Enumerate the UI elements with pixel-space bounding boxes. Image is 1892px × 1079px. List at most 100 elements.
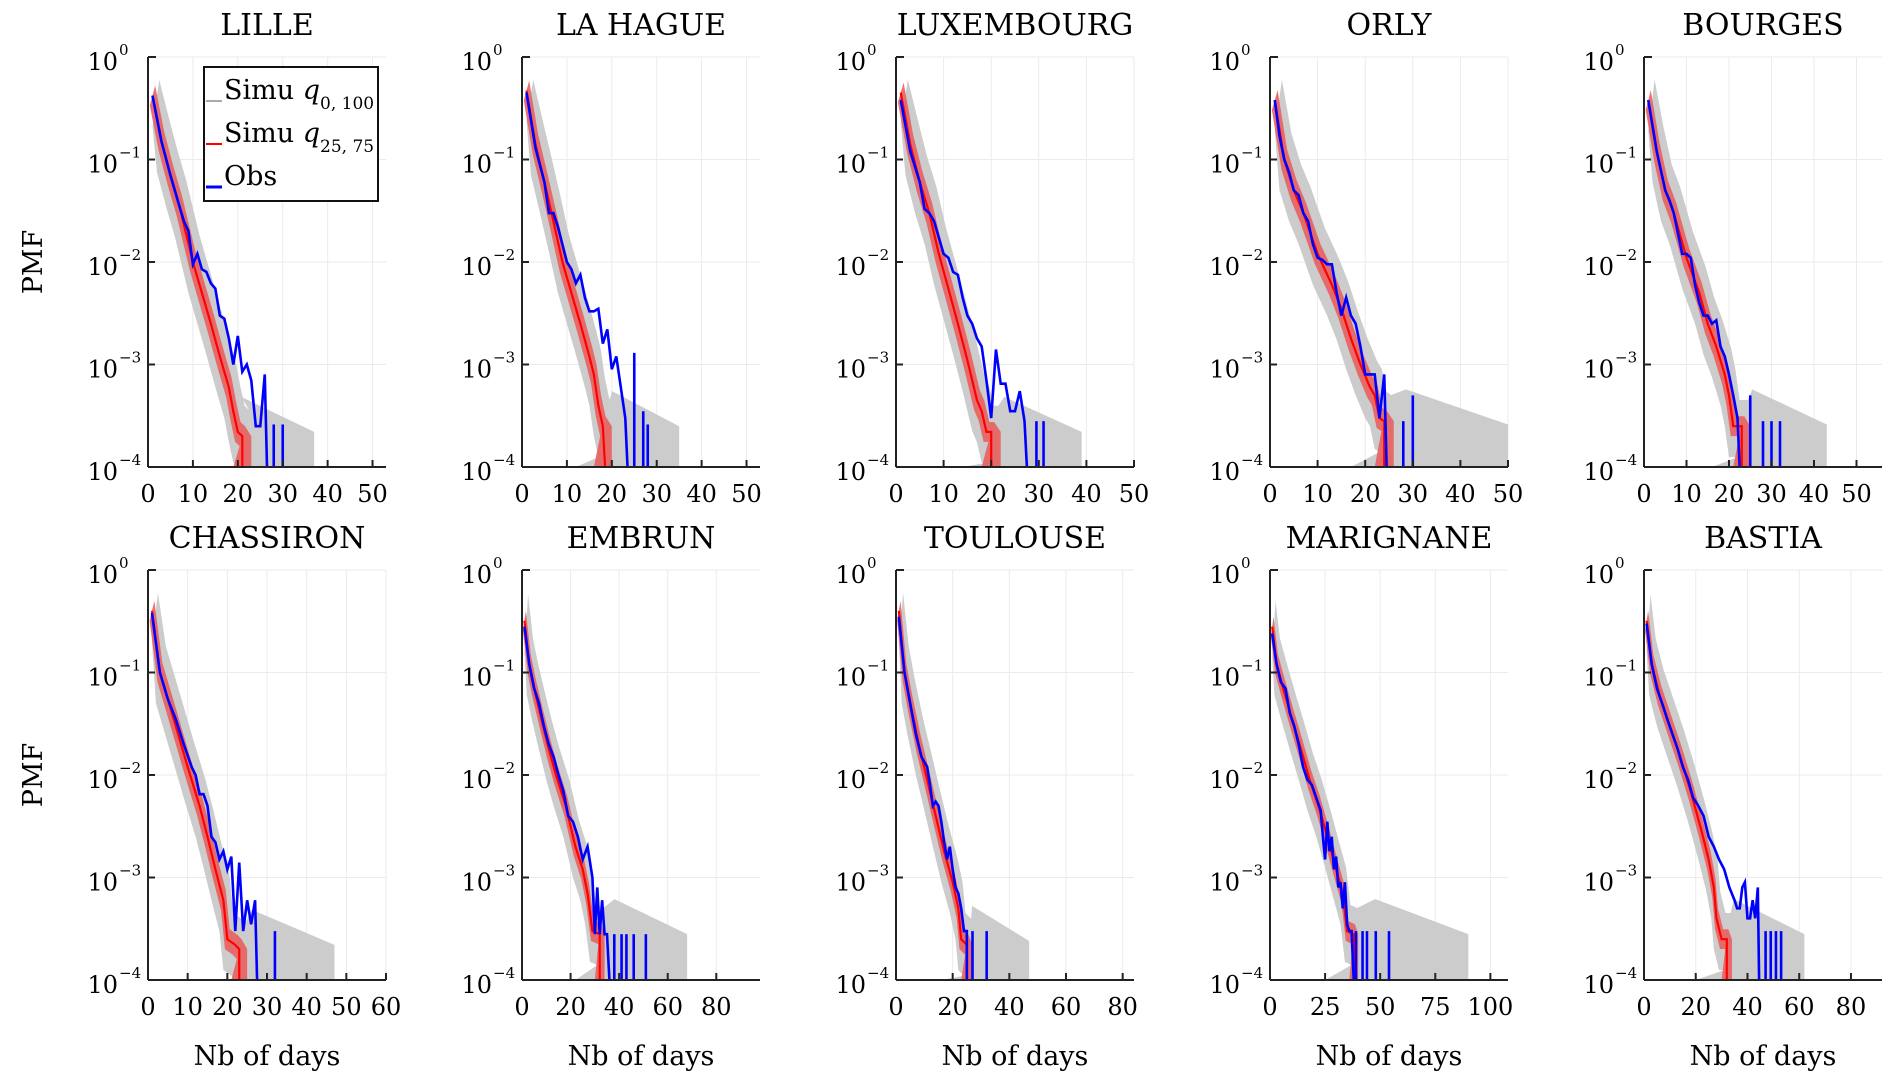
x-tick-label: 40 [994, 993, 1025, 1021]
x-tick-label: 100 [1467, 993, 1513, 1021]
y-tick-exponent: −1 [119, 144, 141, 162]
panel-title: CHASSIRON [169, 521, 366, 556]
y-tick-label: 10 [87, 664, 118, 692]
y-tick-label: 10 [461, 151, 492, 179]
y-tick-exponent: 0 [119, 41, 129, 59]
x-tick-label: 60 [1784, 993, 1815, 1021]
x-tick-label: 40 [604, 993, 635, 1021]
x-tick-label: 20 [937, 993, 968, 1021]
y-tick-exponent: −1 [1241, 144, 1263, 162]
y-tick-exponent: −1 [867, 144, 889, 162]
y-tick-label: 10 [87, 561, 118, 589]
panel-title: LILLE [220, 8, 314, 43]
y-tick-label: 10 [1583, 356, 1614, 384]
x-tick-label: 10 [1302, 480, 1333, 508]
panel-title: BOURGES [1682, 8, 1843, 43]
y-tick-exponent: −4 [1241, 964, 1263, 982]
simu-q25-75-band [523, 80, 612, 467]
x-tick-label: 10 [178, 480, 209, 508]
y-tick-exponent: −2 [493, 246, 515, 264]
y-tick-exponent: −3 [493, 349, 515, 367]
y-tick-exponent: −4 [119, 964, 141, 982]
x-tick-label: 60 [371, 993, 402, 1021]
x-tick-label: 50 [1119, 480, 1150, 508]
y-tick-exponent: −4 [119, 451, 141, 469]
x-tick-label: 20 [597, 480, 628, 508]
x-tick-label: 0 [140, 993, 155, 1021]
legend-label: Obs [224, 161, 277, 192]
x-tick-label: 50 [357, 480, 388, 508]
y-tick-label: 10 [1583, 151, 1614, 179]
y-tick-label: 10 [461, 664, 492, 692]
y-tick-label: 10 [1209, 869, 1240, 897]
x-tick-label: 0 [514, 480, 529, 508]
y-tick-label: 10 [1209, 356, 1240, 384]
y-tick-label: 10 [1583, 664, 1614, 692]
x-tick-label: 0 [1262, 993, 1277, 1021]
x-axis-label: Nb of days [1690, 1041, 1837, 1072]
obs-line [151, 95, 269, 468]
y-tick-label: 10 [461, 48, 492, 76]
obs-line [1645, 623, 1761, 981]
y-tick-exponent: −2 [493, 759, 515, 777]
x-tick-label: 20 [1680, 993, 1711, 1021]
y-tick-label: 10 [87, 869, 118, 897]
x-tick-label: 40 [686, 480, 717, 508]
y-tick-exponent: −2 [1241, 246, 1263, 264]
y-tick-label: 10 [835, 664, 866, 692]
simu-q0-100-band [524, 594, 688, 980]
obs-line [523, 626, 611, 981]
y-tick-exponent: −3 [1615, 349, 1637, 367]
y-tick-label: 10 [1209, 561, 1240, 589]
x-tick-label: 0 [140, 480, 155, 508]
y-tick-exponent: −1 [493, 144, 515, 162]
y-tick-label: 10 [1209, 48, 1240, 76]
simu-q25-75-band [897, 82, 1001, 468]
x-tick-label: 20 [1714, 480, 1745, 508]
x-tick-label: 0 [888, 993, 903, 1021]
y-tick-exponent: 0 [119, 554, 129, 572]
y-tick-label: 10 [461, 253, 492, 281]
legend-math: q [303, 118, 320, 149]
y-tick-exponent: −1 [1241, 657, 1263, 675]
y-tick-label: 10 [87, 48, 118, 76]
y-tick-exponent: 0 [1241, 41, 1251, 59]
y-tick-exponent: −2 [1241, 759, 1263, 777]
y-tick-label: 10 [835, 253, 866, 281]
x-axis-label: Nb of days [942, 1041, 1089, 1072]
y-tick-label: 10 [87, 151, 118, 179]
y-tick-label: 10 [1209, 664, 1240, 692]
x-tick-label: 20 [555, 993, 586, 1021]
x-tick-label: 10 [1671, 480, 1702, 508]
y-tick-label: 10 [835, 561, 866, 589]
y-tick-exponent: −4 [867, 964, 889, 982]
x-tick-label: 75 [1420, 993, 1451, 1021]
y-tick-label: 10 [1583, 971, 1614, 999]
simu-q25-75-band [1645, 610, 1732, 980]
y-tick-exponent: −1 [1615, 657, 1637, 675]
x-tick-label: 20 [212, 993, 243, 1021]
x-tick-label: 80 [701, 993, 732, 1021]
x-tick-label: 10 [928, 480, 959, 508]
y-tick-label: 10 [835, 356, 866, 384]
x-tick-label: 30 [267, 480, 298, 508]
x-tick-label: 0 [1636, 480, 1651, 508]
y-tick-label: 10 [1583, 48, 1614, 76]
x-tick-label: 0 [1636, 993, 1651, 1021]
y-tick-label: 10 [835, 458, 866, 486]
y-tick-exponent: −2 [1615, 246, 1637, 264]
x-tick-label: 20 [976, 480, 1007, 508]
y-tick-label: 10 [87, 458, 118, 486]
y-axis-label: PMF [18, 743, 49, 808]
y-tick-label: 10 [1209, 151, 1240, 179]
x-tick-label: 30 [252, 993, 283, 1021]
panel-title: LUXEMBOURG [897, 8, 1134, 43]
